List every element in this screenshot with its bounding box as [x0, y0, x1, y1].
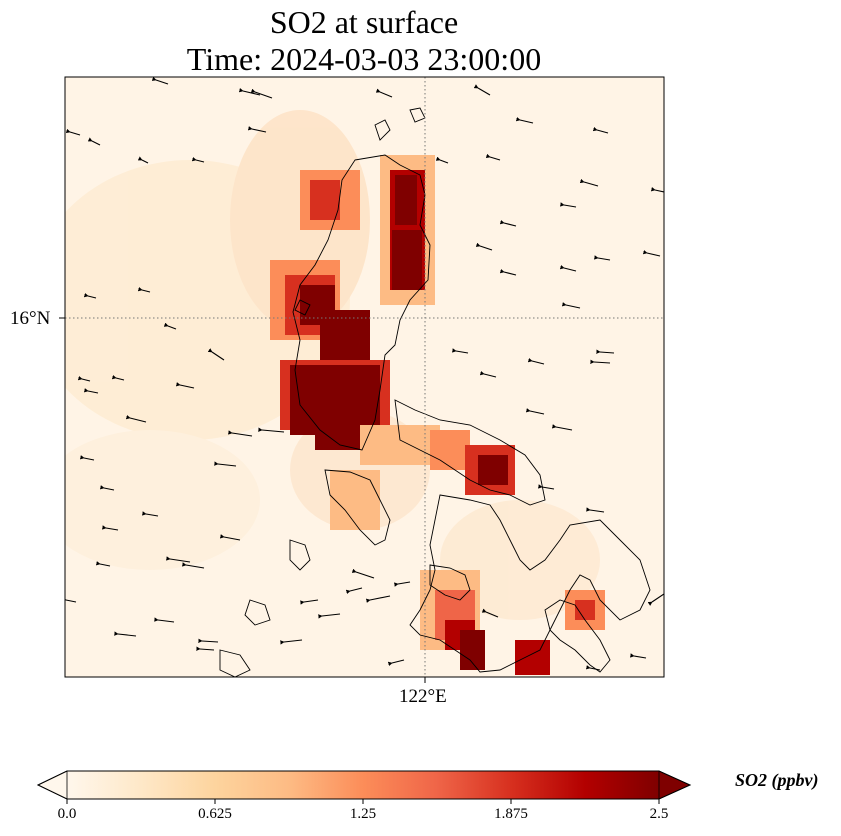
lon-tick-label: 122°E	[399, 686, 447, 707]
wind-vectors	[65, 77, 664, 671]
colorbar-extend-min	[37, 770, 68, 800]
colorbar-tick-label: 2.5	[649, 806, 669, 822]
map-frame	[64, 76, 665, 678]
lat-tick-label: 16°N	[10, 308, 51, 329]
colorbar-tick-label: 0.625	[198, 806, 232, 822]
map-subtitle: Time: 2024-03-03 23:00:00	[186, 41, 542, 77]
map-title: SO2 at surface	[269, 4, 459, 40]
colorbar-tick-label: 0.0	[57, 806, 77, 822]
colorbar-tick-label: 1.25	[349, 806, 377, 822]
colorbar-tick-label: 1.875	[494, 806, 528, 822]
coastlines	[219, 107, 651, 677]
colorbar-gradient	[67, 771, 659, 799]
colorbar-title: SO2 (ppbv)	[735, 770, 819, 790]
colorbar	[36, 770, 692, 804]
colorbar-extend-max	[658, 770, 691, 800]
